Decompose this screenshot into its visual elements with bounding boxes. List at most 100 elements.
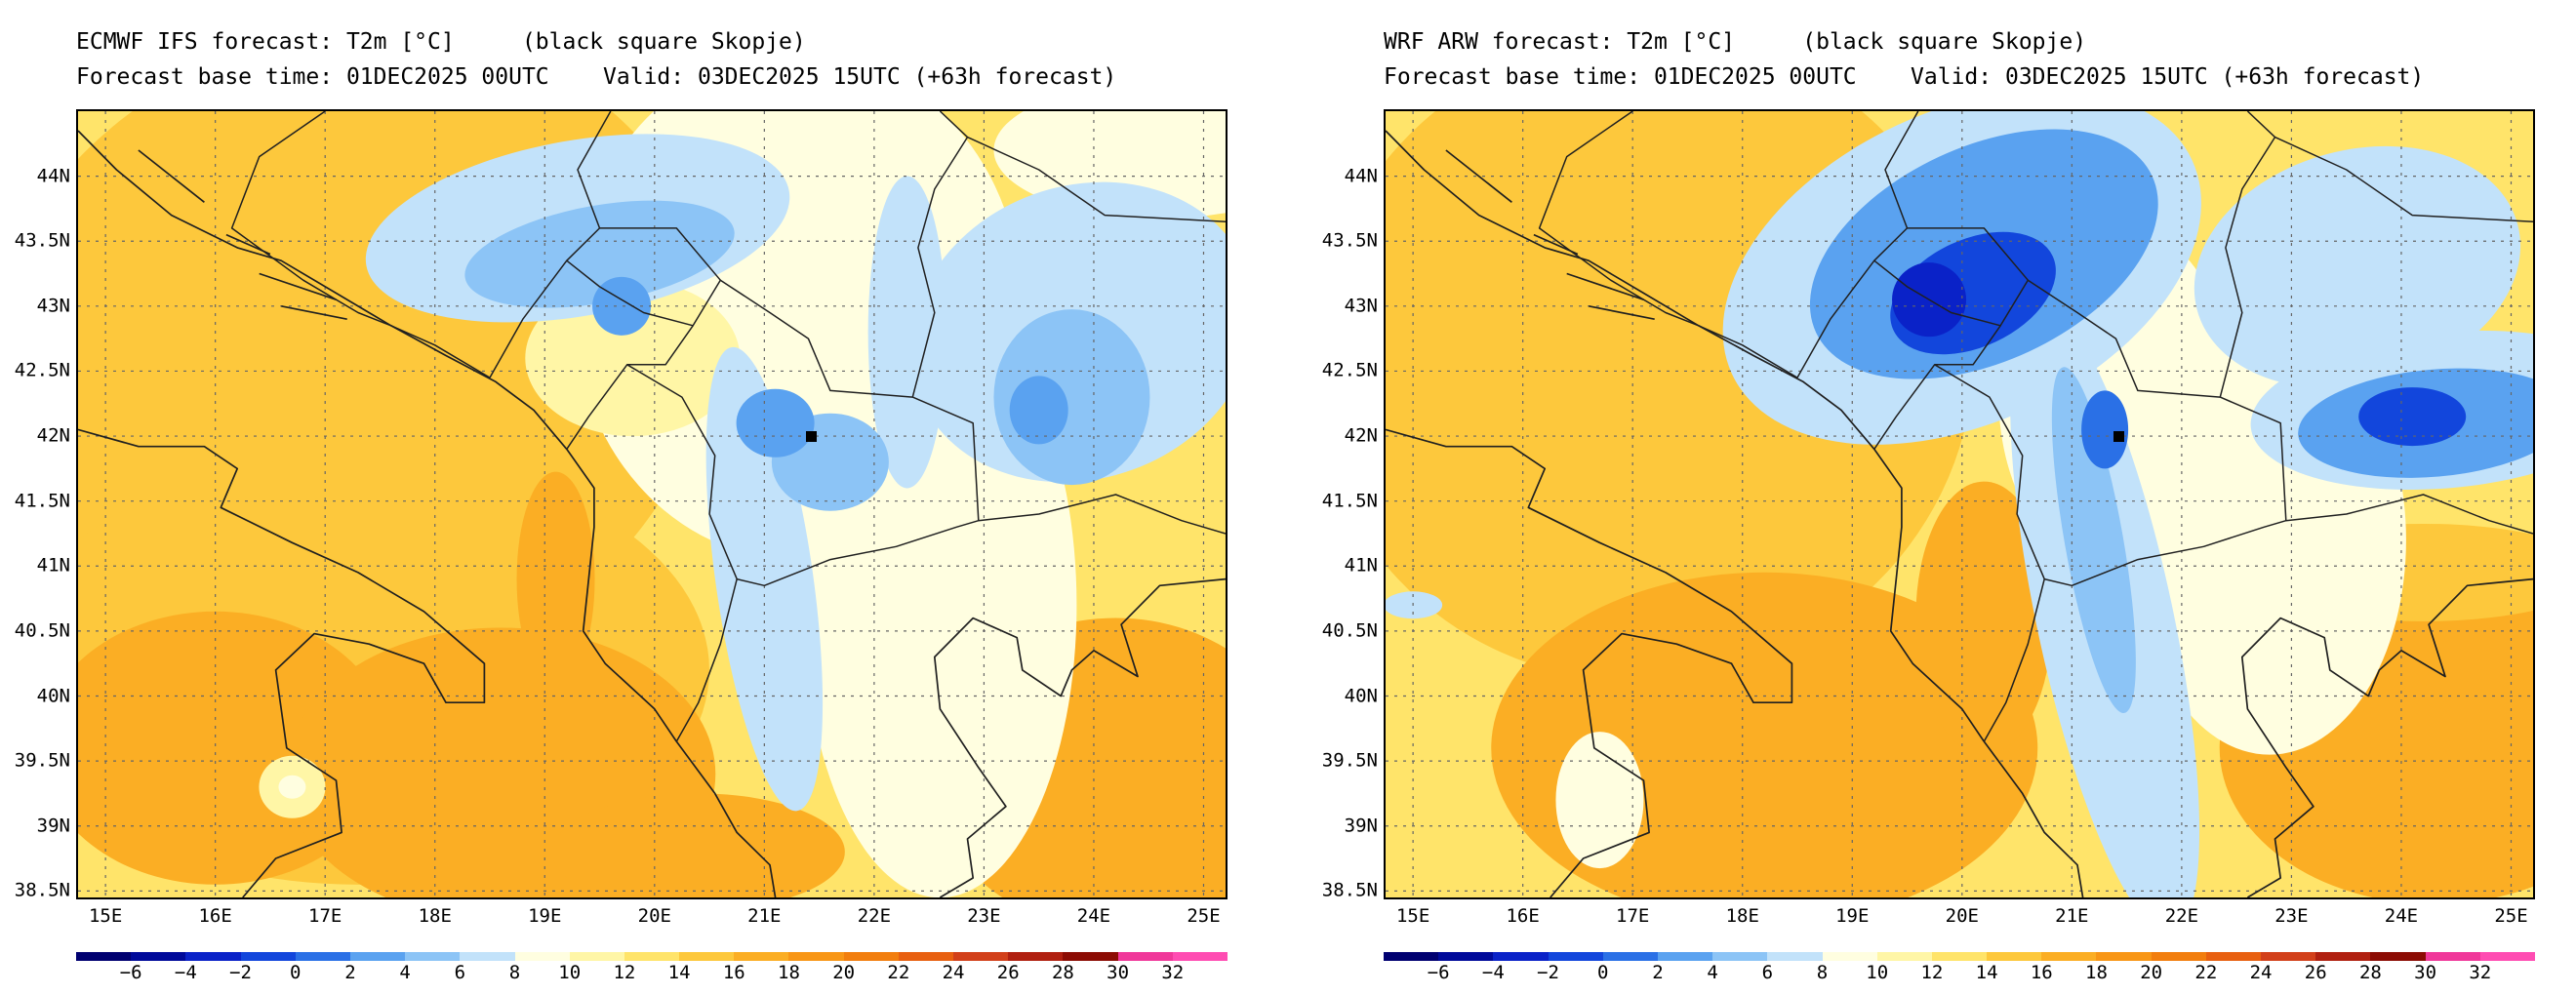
map-canvas — [78, 111, 1226, 897]
lon-tick-label: 16E — [198, 905, 232, 927]
skopje-station-marker — [806, 430, 818, 442]
colorbar-segment — [953, 952, 1009, 961]
lat-tick-label: 42N — [1344, 424, 1378, 447]
colorbar-segment — [2479, 952, 2535, 961]
colorbar-tick-label: 32 — [2469, 962, 2492, 983]
lat-tick-label: 38.5N — [1321, 879, 1378, 901]
colorbar-tick-label: 20 — [2140, 962, 2163, 983]
skopje-station-marker — [2113, 430, 2125, 442]
panel-title: ECMWF IFS forecast: T2m [°C] (black squa… — [76, 29, 806, 55]
colorbar-segment — [898, 952, 953, 961]
colorbar-segment — [76, 952, 132, 961]
lat-tick-label: 40.5N — [1321, 619, 1378, 642]
country-border — [911, 111, 969, 398]
lat-tick-label: 42.5N — [1321, 359, 1378, 381]
colorbar-segment — [843, 952, 899, 961]
warm-field — [516, 471, 595, 687]
mild-field — [278, 775, 306, 799]
coastline — [933, 577, 1226, 897]
lon-tick-label: 22E — [2164, 905, 2199, 927]
country-border — [1538, 111, 1798, 378]
colorbar-tick-label: 18 — [778, 962, 800, 983]
colorbar-segment — [1876, 952, 1932, 961]
country-border — [566, 227, 721, 281]
colorbar-segment — [1438, 952, 1494, 961]
cool-field — [2194, 145, 2521, 388]
colorbar-segment — [185, 952, 241, 961]
country-border — [1884, 111, 1919, 229]
colorbar-segment — [405, 952, 461, 961]
lat-tick-label: 39.5N — [1321, 749, 1378, 772]
lat-tick-label: 40N — [36, 685, 70, 706]
temperature-map — [1384, 109, 2535, 899]
wrf-panel: WRF ARW forecast: T2m [°C] (black square… — [1308, 0, 2576, 995]
colorbar-segment — [1987, 952, 2042, 961]
colorbar-tick-label: 24 — [942, 962, 965, 983]
lat-tick-label: 43N — [1344, 295, 1378, 317]
colorbar-segment — [2151, 952, 2206, 961]
ecmwf-panel: ECMWF IFS forecast: T2m [°C] (black squa… — [0, 0, 1268, 995]
colorbar-segment — [679, 952, 735, 961]
country-border — [2274, 136, 2533, 222]
colorbar-tick-label: 26 — [996, 962, 1020, 983]
colorbar-segment — [2425, 952, 2480, 961]
colorbar-tick-label: 28 — [1051, 962, 1074, 983]
colorbar-tick-label: 10 — [558, 962, 582, 983]
lon-tick-label: 24E — [1076, 905, 1111, 927]
temperature-map — [76, 109, 1228, 899]
lon-tick-label: 18E — [418, 905, 452, 927]
lon-tick-label: 20E — [1945, 905, 1979, 927]
coastline — [1566, 272, 1644, 301]
lat-tick-label: 41.5N — [14, 490, 70, 512]
lon-tick-label: 25E — [1187, 905, 1221, 927]
cold-field — [1009, 376, 1068, 445]
panel-subtitle: Forecast base time: 01DEC2025 00UTC Vali… — [76, 64, 1117, 90]
colorbar-segment — [349, 952, 406, 961]
colorbar-tick-label: 30 — [1107, 962, 1130, 983]
warm-field — [1915, 481, 2053, 755]
colorbar-segment — [624, 952, 680, 961]
cold-field — [464, 200, 735, 308]
cold-field — [2081, 390, 2129, 469]
colorbar-segment — [1602, 952, 1658, 961]
temperature-colorbar — [76, 952, 1228, 961]
lat-tick-label: 39N — [1344, 815, 1378, 837]
colorbar-segment — [2315, 952, 2371, 961]
colorbar-tick-label: 18 — [2085, 962, 2108, 983]
coastline — [1386, 428, 1793, 897]
colorbar-segment — [2096, 952, 2152, 961]
lon-tick-label: 16E — [1506, 905, 1540, 927]
lon-tick-label: 23E — [2274, 905, 2309, 927]
colorbar-tick-label: 16 — [2030, 962, 2053, 983]
lat-tick-label: 42.5N — [14, 359, 70, 381]
coastline — [281, 304, 347, 321]
lon-tick-label: 19E — [1835, 905, 1870, 927]
coastline — [78, 428, 486, 897]
colorbar-tick-label: −4 — [1481, 962, 1505, 983]
colorbar-segment — [460, 952, 515, 961]
country-border — [692, 279, 980, 521]
colorbar-segment — [788, 952, 844, 961]
colorbar-tick-label: 2 — [1652, 962, 1664, 983]
country-border — [1873, 227, 2029, 281]
coastline — [1589, 304, 1655, 321]
colorbar-tick-label: 12 — [1920, 962, 1944, 983]
colorbar-tick-label: 26 — [2304, 962, 2327, 983]
country-border — [967, 136, 1226, 222]
colorbar-tick-label: 10 — [1866, 962, 1889, 983]
lon-tick-label: 15E — [88, 905, 123, 927]
lat-tick-label: 39.5N — [14, 749, 70, 772]
colorbar-tick-label: 28 — [2358, 962, 2382, 983]
cold-field — [2051, 367, 2136, 713]
country-border — [230, 111, 491, 378]
colorbar-segment — [1008, 952, 1064, 961]
cool-field — [867, 176, 946, 489]
colorbar-segment — [1384, 952, 1439, 961]
country-border — [1934, 364, 2533, 587]
colorbar-segment — [1657, 952, 1713, 961]
colorbar-segment — [1822, 952, 1877, 961]
lat-tick-label: 40.5N — [14, 619, 70, 642]
colorbar-segment — [2261, 952, 2316, 961]
lon-tick-label: 23E — [967, 905, 1001, 927]
mild-field — [525, 280, 741, 437]
